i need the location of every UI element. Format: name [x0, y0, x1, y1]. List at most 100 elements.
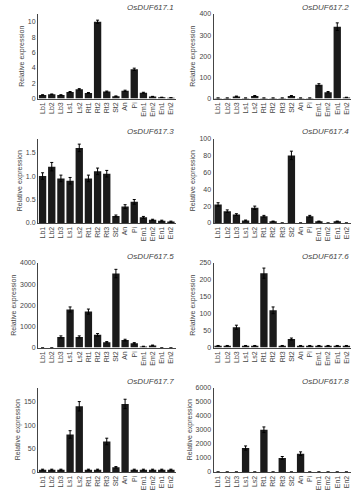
svg-text:0: 0 — [32, 95, 36, 102]
svg-text:St2: St2 — [112, 351, 119, 362]
svg-text:Lb1: Lb1 — [214, 102, 221, 114]
svg-text:Relative expression: Relative expression — [186, 399, 194, 460]
svg-text:An: An — [297, 102, 304, 111]
svg-text:Ls1: Ls1 — [66, 102, 73, 113]
svg-text:Relative expression: Relative expression — [10, 275, 18, 336]
svg-text:En2: En2 — [343, 227, 350, 240]
svg-text:Rt1: Rt1 — [260, 476, 267, 487]
svg-text:Lb1: Lb1 — [214, 351, 221, 363]
svg-text:Em1: Em1 — [140, 476, 147, 491]
svg-text:Em1: Em1 — [140, 351, 147, 366]
svg-text:2000: 2000 — [196, 440, 212, 447]
svg-text:4: 4 — [32, 64, 36, 71]
svg-text:OsDUF617.8: OsDUF617.8 — [302, 377, 349, 386]
svg-text:Ls2: Ls2 — [251, 351, 258, 362]
svg-text:Ls1: Ls1 — [242, 227, 249, 238]
svg-text:Rt3: Rt3 — [279, 227, 286, 238]
svg-text:Em2: Em2 — [324, 102, 331, 117]
svg-text:Lb2: Lb2 — [48, 102, 55, 114]
svg-text:En1: En1 — [158, 351, 165, 364]
svg-text:OsDUF617.3: OsDUF617.3 — [127, 127, 174, 136]
svg-text:100: 100 — [199, 135, 211, 142]
svg-text:Lb2: Lb2 — [224, 351, 231, 363]
svg-text:Ls1: Ls1 — [242, 351, 249, 362]
svg-text:Lb3: Lb3 — [233, 227, 240, 239]
svg-text:En2: En2 — [343, 476, 350, 489]
svg-text:St2: St2 — [288, 476, 295, 487]
svg-text:Lb1: Lb1 — [214, 227, 221, 239]
svg-text:Rt2: Rt2 — [94, 476, 101, 487]
svg-text:0: 0 — [32, 344, 36, 351]
svg-text:En2: En2 — [343, 351, 350, 364]
svg-text:Rt2: Rt2 — [94, 102, 101, 113]
svg-text:150: 150 — [24, 398, 36, 405]
svg-text:Relative expression: Relative expression — [16, 150, 24, 211]
svg-text:Lb1: Lb1 — [39, 351, 46, 363]
svg-text:Lb1: Lb1 — [39, 476, 46, 488]
svg-text:Rt2: Rt2 — [94, 227, 101, 238]
svg-text:Em1: Em1 — [140, 227, 147, 242]
svg-text:Lb3: Lb3 — [57, 476, 64, 488]
svg-text:200: 200 — [199, 276, 211, 283]
svg-text:Ls1: Ls1 — [242, 476, 249, 487]
svg-text:An: An — [121, 227, 128, 236]
svg-text:Ls2: Ls2 — [251, 227, 258, 238]
svg-text:Em1: Em1 — [315, 476, 322, 491]
svg-text:Relative expression: Relative expression — [189, 275, 197, 336]
svg-text:En1: En1 — [334, 102, 341, 115]
svg-text:Ls2: Ls2 — [76, 351, 83, 362]
svg-text:60: 60 — [203, 169, 211, 176]
svg-text:50: 50 — [28, 445, 36, 452]
svg-text:Lb2: Lb2 — [48, 227, 55, 239]
svg-text:200: 200 — [199, 53, 211, 60]
svg-text:1.0: 1.0 — [26, 173, 36, 180]
svg-text:1000: 1000 — [196, 454, 212, 461]
svg-text:Rt3: Rt3 — [279, 351, 286, 362]
svg-text:En1: En1 — [158, 476, 165, 489]
svg-text:Rt1: Rt1 — [260, 351, 267, 362]
svg-text:OsDUF617.5: OsDUF617.5 — [127, 252, 174, 261]
svg-text:2: 2 — [32, 80, 36, 87]
svg-text:40: 40 — [203, 186, 211, 193]
svg-text:0: 0 — [207, 344, 211, 351]
svg-text:Lb3: Lb3 — [57, 351, 64, 363]
svg-text:Ls1: Ls1 — [66, 227, 73, 238]
svg-text:1000: 1000 — [20, 323, 36, 330]
svg-text:Pi: Pi — [131, 351, 138, 358]
svg-text:100: 100 — [199, 310, 211, 317]
svg-text:Lb2: Lb2 — [224, 227, 231, 239]
svg-text:En1: En1 — [158, 102, 165, 115]
svg-text:Ls2: Ls2 — [76, 227, 83, 238]
svg-text:Rt1: Rt1 — [260, 227, 267, 238]
svg-text:An: An — [121, 351, 128, 360]
svg-text:OsDUF617.7: OsDUF617.7 — [127, 377, 174, 386]
svg-text:En2: En2 — [167, 476, 174, 489]
svg-text:An: An — [121, 476, 128, 485]
svg-text:OsDUF617.1: OsDUF617.1 — [127, 3, 174, 12]
svg-text:150: 150 — [199, 293, 211, 300]
svg-text:Relative expression: Relative expression — [18, 26, 26, 87]
svg-text:2000: 2000 — [20, 302, 36, 309]
svg-text:Ls2: Ls2 — [251, 102, 258, 113]
svg-text:Ls2: Ls2 — [76, 102, 83, 113]
svg-text:St2: St2 — [288, 227, 295, 238]
svg-text:Lb2: Lb2 — [48, 351, 55, 363]
svg-text:Rt2: Rt2 — [269, 227, 276, 238]
svg-text:Lb3: Lb3 — [233, 351, 240, 363]
svg-text:Rt1: Rt1 — [85, 227, 92, 238]
svg-text:En1: En1 — [334, 476, 341, 489]
svg-text:Rt3: Rt3 — [279, 476, 286, 487]
svg-text:Em2: Em2 — [324, 476, 331, 491]
svg-text:Rt2: Rt2 — [269, 102, 276, 113]
svg-text:Lb2: Lb2 — [224, 476, 231, 488]
svg-text:Em2: Em2 — [324, 351, 331, 366]
svg-text:0.0: 0.0 — [26, 219, 36, 226]
svg-text:8: 8 — [32, 34, 36, 41]
svg-text:Ls1: Ls1 — [66, 476, 73, 487]
svg-text:0: 0 — [32, 468, 36, 475]
svg-text:3000: 3000 — [20, 281, 36, 288]
svg-text:Pi: Pi — [306, 102, 313, 109]
svg-text:OsDUF617.6: OsDUF617.6 — [302, 252, 349, 261]
svg-text:St2: St2 — [112, 227, 119, 238]
svg-text:20: 20 — [203, 203, 211, 210]
